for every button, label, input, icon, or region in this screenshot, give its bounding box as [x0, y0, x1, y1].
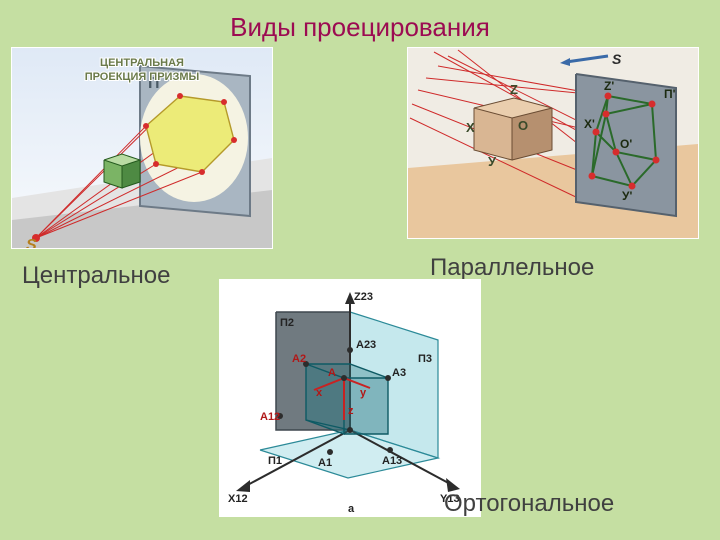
figure-parallel-svg: Z X У O Z' X' У' O' П' S	[408, 48, 698, 238]
svg-text:A3: A3	[392, 367, 406, 379]
svg-text:X': X'	[584, 117, 595, 131]
svg-text:A2: A2	[292, 353, 306, 365]
svg-text:П': П'	[664, 87, 676, 101]
svg-text:x: x	[316, 387, 323, 399]
label-orthogonal: Ортогональное	[444, 490, 614, 518]
svg-text:A23: A23	[356, 339, 376, 351]
svg-text:S: S	[26, 237, 37, 248]
svg-text:X: X	[466, 120, 475, 135]
figure-parallel: Z X У O Z' X' У' O' П' S	[408, 48, 698, 238]
svg-text:A12: A12	[260, 411, 280, 423]
svg-text:Z': Z'	[604, 79, 614, 93]
figure-central: S П ЦЕНТРАЛЬНАЯ ЦЕНТРАЛЬНАЯ ПРОЕКЦИЯ ПРИ…	[12, 48, 272, 248]
svg-text:У': У'	[622, 189, 632, 203]
label-central: Центральное	[22, 262, 171, 290]
svg-text:У: У	[488, 154, 497, 169]
svg-text:y: y	[360, 387, 367, 399]
svg-text:O': O'	[620, 137, 632, 151]
label-parallel: Параллельное	[430, 254, 594, 282]
page-title: Виды проецирования	[0, 12, 720, 43]
svg-text:П2: П2	[280, 317, 294, 329]
figure-orthogonal: Z23 X12 Y13 П2 П3 П1 A23 A3 A1 A13 a A2 …	[220, 280, 480, 516]
svg-text:A1: A1	[318, 457, 332, 469]
svg-text:S: S	[612, 51, 622, 67]
svg-text:a: a	[348, 503, 355, 515]
svg-text:ПРОЕКЦИЯ ПРИЗМЫ: ПРОЕКЦИЯ ПРИЗМЫ	[85, 71, 200, 83]
svg-text:O: O	[518, 118, 528, 133]
figure-central-svg: S П ЦЕНТРАЛЬНАЯ ЦЕНТРАЛЬНАЯ ПРОЕКЦИЯ ПРИ…	[12, 48, 272, 248]
figure-orthogonal-svg: Z23 X12 Y13 П2 П3 П1 A23 A3 A1 A13 a A2 …	[220, 280, 480, 516]
svg-text:П1: П1	[268, 455, 282, 467]
svg-text:X12: X12	[228, 493, 248, 505]
svg-text:A: A	[328, 367, 336, 379]
svg-text:z: z	[348, 405, 354, 417]
svg-text:Z: Z	[510, 82, 518, 97]
svg-text:ЦЕНТРАЛЬНАЯ: ЦЕНТРАЛЬНАЯ	[100, 57, 184, 69]
svg-text:A13: A13	[382, 455, 402, 467]
svg-text:Z23: Z23	[354, 291, 373, 303]
svg-text:П3: П3	[418, 353, 432, 365]
